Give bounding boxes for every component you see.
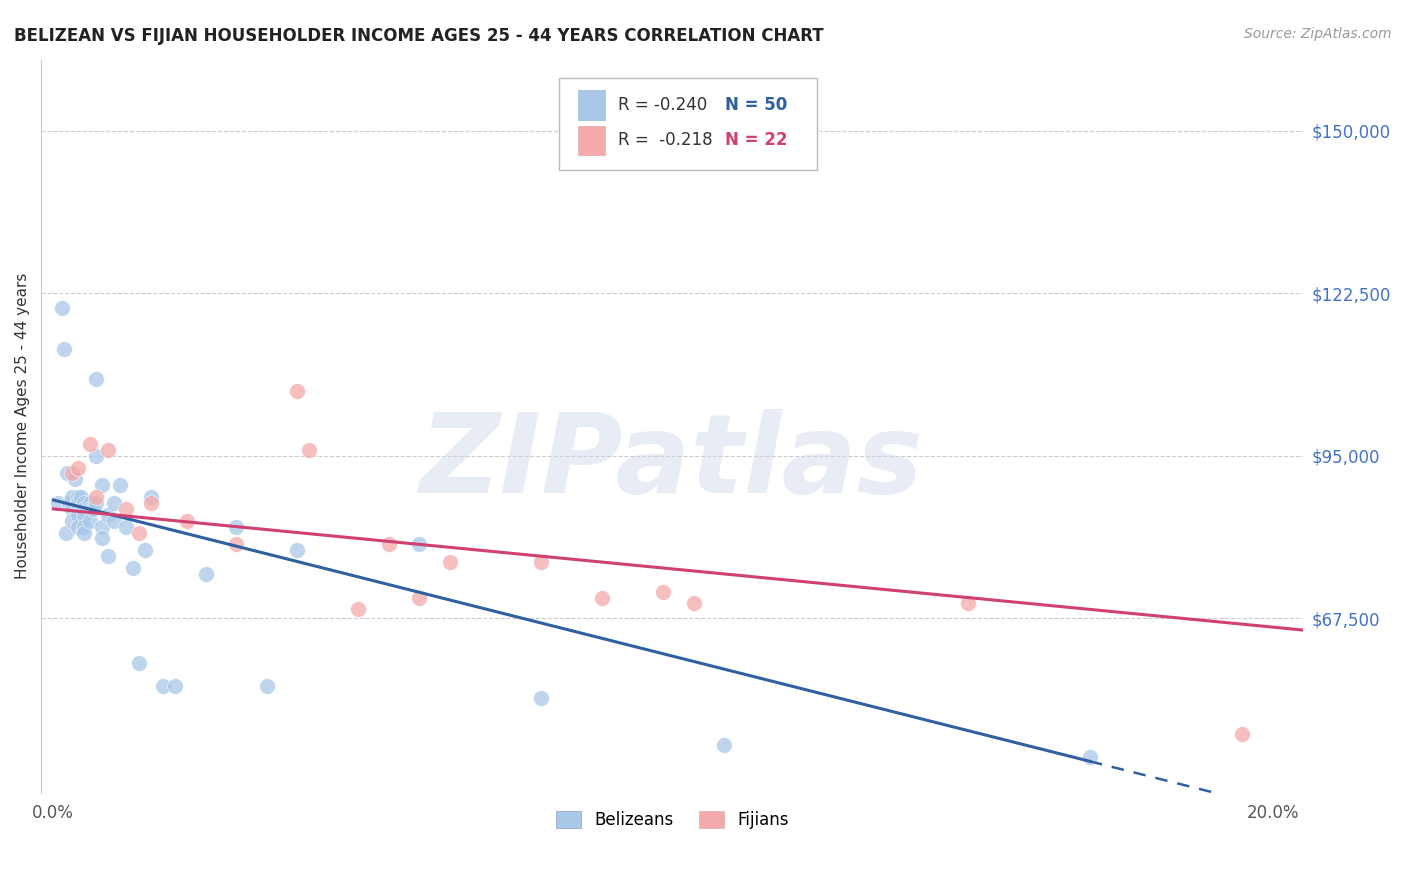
Point: [408, 591, 430, 605]
Point: [73, 519, 96, 533]
Point: [60, 467, 83, 481]
Point: [66, 460, 89, 475]
Point: [1232, 726, 1254, 740]
Text: Source: ZipAtlas.com: Source: ZipAtlas.com: [1244, 27, 1392, 41]
Point: [530, 555, 553, 569]
Text: R =  -0.218: R = -0.218: [617, 131, 713, 149]
Point: [79, 502, 101, 516]
Point: [139, 490, 162, 504]
Point: [69, 490, 91, 504]
Point: [377, 537, 399, 551]
Point: [58, 496, 80, 510]
Point: [285, 543, 308, 558]
Text: N = 50: N = 50: [725, 96, 787, 114]
Point: [115, 519, 138, 533]
Point: [60, 502, 83, 516]
Point: [66, 508, 89, 522]
Point: [134, 543, 156, 558]
Point: [439, 555, 461, 569]
Point: [682, 597, 704, 611]
Point: [66, 496, 89, 510]
Point: [165, 679, 187, 693]
Point: [82, 502, 104, 516]
Point: [73, 508, 96, 522]
Point: [97, 442, 120, 457]
Point: [51, 301, 73, 315]
Point: [225, 537, 247, 551]
Point: [591, 591, 613, 605]
Point: [97, 549, 120, 564]
Point: [84, 449, 107, 463]
Point: [79, 514, 101, 528]
Point: [91, 478, 114, 492]
Point: [79, 496, 101, 510]
Point: [73, 496, 96, 510]
Point: [63, 472, 86, 486]
Point: [110, 478, 132, 492]
Point: [66, 490, 89, 504]
Text: N = 22: N = 22: [725, 131, 787, 149]
Point: [103, 496, 125, 510]
Text: R = -0.240: R = -0.240: [617, 96, 707, 114]
Point: [256, 679, 278, 693]
Point: [408, 537, 430, 551]
Point: [91, 532, 114, 546]
Point: [84, 490, 107, 504]
Point: [73, 502, 96, 516]
Point: [1078, 750, 1101, 764]
Point: [652, 584, 675, 599]
Point: [298, 442, 321, 457]
Point: [530, 691, 553, 706]
FancyBboxPatch shape: [558, 78, 817, 169]
Point: [225, 519, 247, 533]
FancyBboxPatch shape: [578, 126, 606, 155]
Point: [66, 519, 89, 533]
Legend: Belizeans, Fijians: Belizeans, Fijians: [550, 804, 794, 836]
Point: [115, 502, 138, 516]
Point: [46, 496, 69, 510]
Point: [128, 656, 150, 670]
Point: [55, 467, 77, 481]
Point: [285, 384, 308, 398]
Point: [53, 343, 76, 357]
Point: [84, 496, 107, 510]
Point: [347, 602, 370, 616]
Point: [55, 525, 77, 540]
FancyBboxPatch shape: [578, 90, 606, 120]
Point: [121, 561, 143, 575]
Point: [194, 566, 217, 581]
Point: [60, 514, 83, 528]
Point: [84, 372, 107, 386]
Point: [152, 679, 174, 693]
Point: [60, 490, 83, 504]
Point: [79, 437, 101, 451]
Point: [97, 508, 120, 522]
Point: [73, 525, 96, 540]
Point: [91, 519, 114, 533]
Text: ZIPatlas: ZIPatlas: [420, 409, 924, 516]
Point: [176, 514, 198, 528]
Point: [956, 597, 979, 611]
Point: [713, 739, 735, 753]
Point: [103, 514, 125, 528]
Y-axis label: Householder Income Ages 25 - 44 years: Householder Income Ages 25 - 44 years: [15, 273, 30, 579]
Text: BELIZEAN VS FIJIAN HOUSEHOLDER INCOME AGES 25 - 44 YEARS CORRELATION CHART: BELIZEAN VS FIJIAN HOUSEHOLDER INCOME AG…: [14, 27, 824, 45]
Point: [128, 525, 150, 540]
Point: [139, 496, 162, 510]
